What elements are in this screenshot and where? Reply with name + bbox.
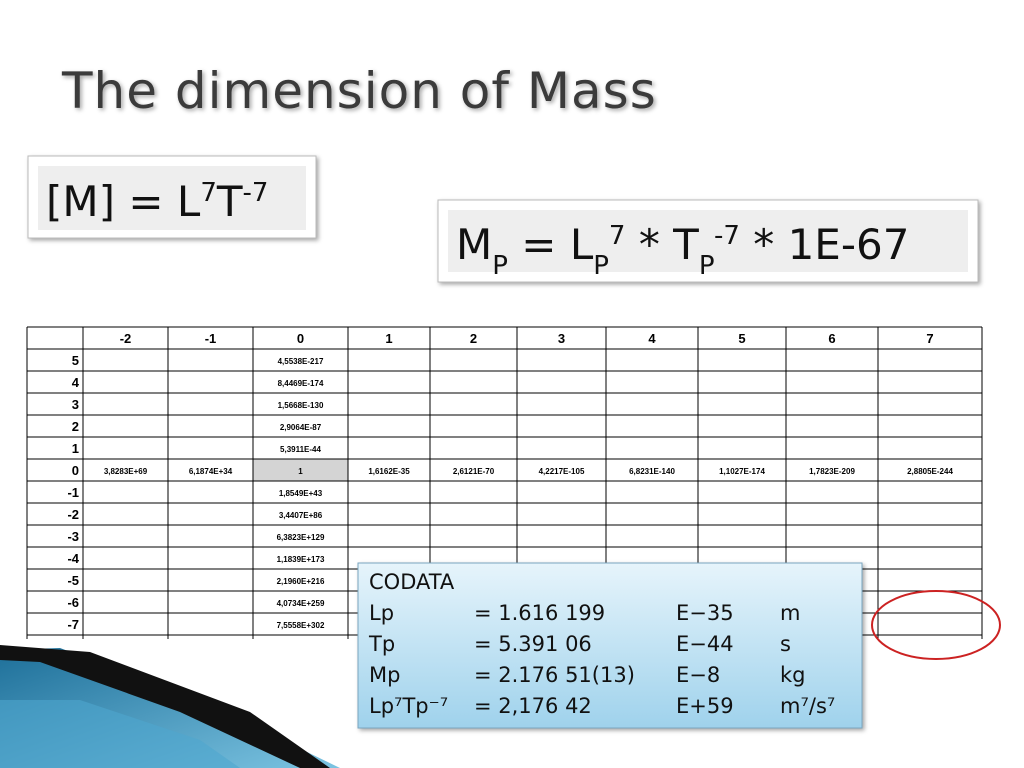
- codata-cell: m⁷/s⁷: [780, 694, 835, 718]
- codata-cell: E−44: [676, 632, 734, 656]
- column-header: 0: [297, 331, 304, 346]
- cell: 6,1874E+34: [189, 467, 233, 476]
- formula-part: * 1E-67: [740, 220, 910, 269]
- cell: 1,6162E-35: [368, 467, 410, 476]
- formula-part: T: [216, 177, 243, 226]
- cell: 6,8231E-140: [629, 467, 675, 476]
- cell: 1,5668E-130: [278, 401, 324, 410]
- codata-cell: kg: [780, 663, 806, 687]
- codata-cell: Mp: [369, 663, 400, 687]
- row-header: -4: [67, 551, 79, 566]
- column-header: -2: [120, 331, 132, 346]
- cell: 4,0734E+259: [277, 599, 325, 608]
- row-header: 4: [72, 375, 80, 390]
- column-header: 1: [385, 331, 392, 346]
- row-header: -1: [67, 485, 79, 500]
- formula-part: P: [492, 251, 508, 281]
- formula-part: P: [593, 251, 609, 281]
- formula-bg: [448, 210, 968, 272]
- highlight-cell: [253, 459, 348, 481]
- formula: MP = LP7 * TP-7 * 1E-67: [456, 220, 909, 281]
- column-header: -1: [205, 331, 217, 346]
- formula-part: -7: [243, 178, 269, 208]
- formula-part: [M] = L: [46, 177, 201, 226]
- cell: 1,1027E-174: [719, 467, 765, 476]
- codata-cell: = 2.176 51(13): [474, 663, 635, 687]
- slide-title: The dimension of Mass: [61, 62, 657, 120]
- cell: 4,2217E-105: [539, 467, 585, 476]
- codata-cell: = 1.616 199: [474, 601, 605, 625]
- cell: 8,4469E-174: [278, 379, 324, 388]
- codata-title: CODATA: [369, 570, 455, 594]
- formula-part: M: [456, 220, 492, 269]
- cell: 3,8283E+69: [104, 467, 148, 476]
- column-header: 4: [648, 331, 656, 346]
- cell: 5,3911E-44: [280, 445, 321, 454]
- row-header: 1: [72, 441, 79, 456]
- cell: 7,5558E+302: [277, 621, 325, 630]
- row-header: 5: [72, 353, 79, 368]
- decoration: [0, 700, 240, 768]
- codata-box: [357, 562, 863, 729]
- row-header: 0: [72, 463, 79, 478]
- cell: 1: [298, 467, 303, 476]
- codata-cell: Tp: [368, 632, 395, 656]
- formula-part: -7: [714, 221, 740, 251]
- cell: 2,8805E-244: [907, 467, 953, 476]
- codata-cell: = 2,176 42: [474, 694, 592, 718]
- formula-part: 7: [200, 178, 217, 208]
- cell: 1,8549E+43: [279, 489, 323, 498]
- cell: 3,4407E+86: [279, 511, 323, 520]
- highlight-circle: [871, 590, 1001, 660]
- formula-bg: [38, 166, 306, 230]
- row-header: -3: [67, 529, 79, 544]
- column-header: 6: [828, 331, 835, 346]
- row-header: -7: [67, 617, 79, 632]
- formula-part: * T: [625, 220, 699, 269]
- formula-part: = L: [508, 220, 594, 269]
- codata-cell: m: [780, 601, 800, 625]
- codata-cell: E−8: [676, 663, 720, 687]
- row-header: -2: [67, 507, 79, 522]
- codata-cell: E−35: [676, 601, 734, 625]
- row-header: 2: [72, 419, 79, 434]
- codata-cell: Lp⁷Tp⁻⁷: [369, 694, 448, 718]
- codata-cell: Lp: [369, 601, 394, 625]
- formula: [M] = L7T-7: [46, 177, 268, 226]
- cell: 4,5538E-217: [278, 357, 324, 366]
- column-header: 5: [738, 331, 745, 346]
- formula-part: P: [699, 251, 714, 281]
- column-header: 2: [470, 331, 477, 346]
- cell: 2,6121E-70: [453, 467, 495, 476]
- codata-cell: s: [780, 632, 791, 656]
- codata-cell: E+59: [676, 694, 734, 718]
- cell: 1,1839E+173: [277, 555, 325, 564]
- row-header: -5: [67, 573, 79, 588]
- column-header: 3: [558, 331, 565, 346]
- cell: 2,1960E+216: [277, 577, 325, 586]
- column-header: 7: [926, 331, 933, 346]
- row-header: -6: [67, 595, 79, 610]
- codata-cell: = 5.391 06: [474, 632, 592, 656]
- cell: 2,9064E-87: [280, 423, 322, 432]
- cell: 1,7823E-209: [809, 467, 855, 476]
- decoration: [0, 645, 330, 768]
- formula-part: 7: [609, 221, 626, 251]
- cell: 6,3823E+129: [277, 533, 325, 542]
- row-header: 3: [72, 397, 79, 412]
- codata: CODATA Lp = 1.616 199 E−35 m Tp = 5.391 06 E−44…: [368, 570, 835, 718]
